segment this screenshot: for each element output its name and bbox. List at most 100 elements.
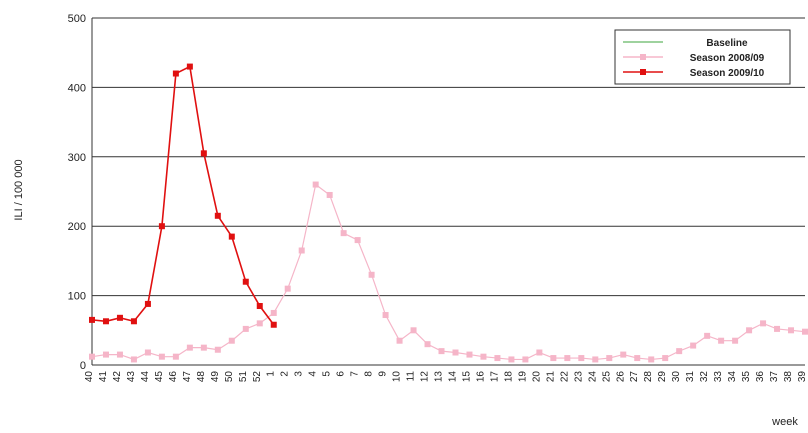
series-marker [270,321,277,328]
x-tick-label: 3 [294,371,305,377]
series-marker [802,328,808,335]
x-tick-label: 37 [769,371,780,383]
series-marker [200,344,207,351]
series-marker [746,327,753,334]
x-tick-label: 36 [755,371,766,383]
x-tick-label: 13 [434,371,445,383]
series-marker [200,150,207,157]
x-tick-label: 46 [168,371,179,383]
x-tick-label: 2 [280,371,291,377]
y-tick-label: 400 [68,82,86,94]
x-tick-label: 50 [224,371,235,383]
x-tick-label: 29 [657,371,668,383]
series-marker [522,356,529,363]
series-marker [144,300,151,307]
x-tick-label: 5 [322,371,333,377]
x-tick-label: 51 [238,371,249,383]
legend-label: Baseline [706,38,748,49]
series-marker [564,355,571,362]
x-tick-label: 41 [98,371,109,383]
series-marker [410,327,417,334]
series-marker [102,351,109,358]
series-marker [732,337,739,344]
series-marker [550,355,557,362]
series-marker [130,356,137,363]
x-tick-label: 15 [461,371,472,383]
x-tick-label: 18 [503,371,514,383]
x-tick-label: 9 [378,371,389,377]
x-tick-label: 33 [713,371,724,383]
x-tick-label: 45 [154,371,165,383]
x-tick-label: 52 [252,371,263,383]
series-marker [368,271,375,278]
x-tick-label: 25 [601,371,612,383]
series-marker [354,237,361,244]
x-tick-label: 43 [126,371,137,383]
series-marker [186,63,193,70]
x-tick-label: 42 [112,371,123,383]
series-marker [648,356,655,363]
series-line [91,183,806,361]
series-marker [172,70,179,77]
x-tick-label: 49 [210,371,221,383]
x-tick-label: 23 [573,371,584,383]
y-axis-label: ILI / 100 000 [13,159,25,220]
series-marker [480,353,487,360]
series-marker [186,344,193,351]
x-tick-label: 28 [643,371,654,383]
series-marker [536,349,543,356]
series-marker [102,318,109,325]
series-marker [242,278,249,285]
series-marker [144,349,151,356]
series-marker [592,356,599,363]
y-tick-label: 200 [68,221,86,233]
series-marker [89,316,95,323]
series-marker [494,355,501,362]
x-tick-label: 32 [699,371,710,383]
x-tick-label: 31 [685,371,696,383]
series-marker [214,346,221,353]
x-axis-label: week [771,416,798,428]
x-tick-label: 11 [406,371,417,382]
series-marker [718,337,725,344]
x-tick-label: 22 [559,371,570,383]
series-marker [340,230,347,237]
x-tick-label: 16 [475,371,486,383]
series-marker [466,351,473,358]
x-tick-label: 6 [336,371,347,377]
x-tick-label: 27 [629,371,640,383]
series-marker [242,325,249,332]
x-tick-label: 4 [308,371,319,377]
series-marker [312,181,319,188]
series-marker [256,320,263,327]
x-tick-label: 44 [140,371,151,383]
series-marker [578,355,585,362]
series-marker [130,318,137,325]
x-tick-label: 40 [84,371,95,383]
x-tick-label: 38 [783,371,794,383]
series-marker [606,355,613,362]
y-tick-label: 500 [68,13,86,25]
legend-label: Season 2008/09 [690,53,765,64]
series-line [91,65,275,326]
x-tick-label: 34 [727,371,738,383]
y-tick-label: 100 [68,291,86,303]
series-marker [116,314,123,321]
series-marker [214,212,221,219]
series-marker [158,353,165,360]
series-marker [662,355,669,362]
series-marker [396,337,403,344]
x-tick-label: 39 [797,371,808,383]
series-marker [508,356,515,363]
series-marker [89,353,95,360]
series-marker [228,233,235,240]
series-marker [620,351,627,358]
legend-label: Season 2009/10 [690,68,765,79]
x-tick-label: 19 [517,371,528,383]
series-marker [788,327,795,334]
x-tick-label: 1 [266,371,277,377]
legend-marker [640,69,646,75]
x-tick-label: 35 [741,371,752,383]
series-marker [774,325,781,332]
